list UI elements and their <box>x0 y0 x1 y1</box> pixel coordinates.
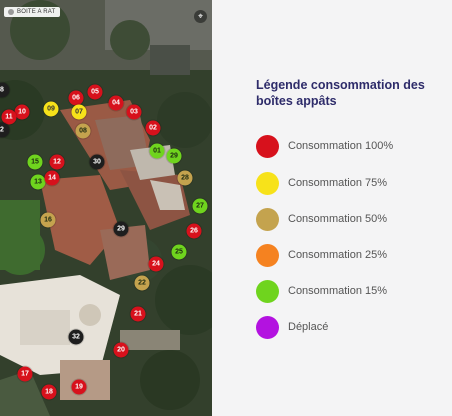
bait-box-marker[interactable]: 18 <box>41 384 57 400</box>
bait-box-marker[interactable]: 09 <box>43 101 59 117</box>
bait-box-marker[interactable]: 15 <box>27 154 43 170</box>
bait-box-marker[interactable]: 29 <box>166 148 182 164</box>
bait-box-marker[interactable]: 10 <box>14 104 30 120</box>
legend-item-label: Consommation 100% <box>288 140 394 152</box>
layer-dot-icon <box>8 9 14 15</box>
legend-item-100: Consommation 100% <box>256 134 393 158</box>
legend-item-50: Consommation 50% <box>256 207 387 231</box>
gold-dot-icon <box>256 207 279 231</box>
yellow-dot-icon <box>256 171 279 195</box>
bait-box-marker[interactable]: 06 <box>68 90 84 106</box>
legend-item-label: Déplacé <box>288 321 329 333</box>
bait-box-marker[interactable]: 26 <box>186 223 202 239</box>
bait-box-marker[interactable]: 25 <box>171 244 187 260</box>
bait-box-marker[interactable]: 29 <box>113 221 129 237</box>
legend-item-25: Consommation 25% <box>256 243 387 267</box>
legend-item-label: Consommation 50% <box>288 213 388 225</box>
aerial-imagery <box>0 0 212 416</box>
bait-box-marker[interactable]: 20 <box>113 342 129 358</box>
bait-box-marker[interactable]: 17 <box>17 366 33 382</box>
bait-box-marker[interactable]: 03 <box>126 104 142 120</box>
legend-item-label: Consommation 25% <box>288 249 388 261</box>
map-layer-badge[interactable]: BOITE A RAT <box>4 7 61 17</box>
green-dot-icon <box>256 279 279 303</box>
bait-box-marker[interactable]: 21 <box>130 306 146 322</box>
red-dot-icon <box>256 134 279 158</box>
bait-box-marker[interactable]: 27 <box>192 198 208 214</box>
legend-item-15: Consommation 15% <box>256 279 387 303</box>
bait-box-marker[interactable]: 22 <box>134 275 150 291</box>
bait-box-marker[interactable]: 24 <box>148 256 164 272</box>
bait-box-marker[interactable]: 8 <box>0 82 10 98</box>
bait-box-marker[interactable]: 04 <box>108 95 124 111</box>
bait-box-marker[interactable]: 02 <box>145 120 161 136</box>
bait-box-marker[interactable]: 05 <box>87 84 103 100</box>
bait-box-marker[interactable]: 30 <box>89 154 105 170</box>
satellite-map[interactable]: BOITE A RAT ⌖ 01 02 03 04 05 06 07 08 09 10 11 12 13… <box>0 0 212 416</box>
legend-title: Légende consommation des boîtes appâts <box>256 78 425 108</box>
bait-box-marker[interactable]: 01 <box>149 143 165 159</box>
bait-box-marker[interactable]: 28 <box>177 170 193 186</box>
bait-box-marker[interactable]: 19 <box>71 379 87 395</box>
legend-item-75: Consommation 75% <box>256 171 387 195</box>
bait-box-marker[interactable]: 16 <box>40 212 56 228</box>
bait-box-marker[interactable]: 2 <box>0 122 10 138</box>
bait-box-marker[interactable]: 07 <box>71 104 87 120</box>
legend-panel: Légende consommation des boîtes appâts C… <box>212 0 452 416</box>
legend-item-moved: Déplacé <box>256 315 328 339</box>
map-layer-label: BOITE A RAT <box>17 9 56 15</box>
bait-box-marker[interactable]: 12 <box>49 154 65 170</box>
orange-dot-icon <box>256 243 279 267</box>
bait-box-marker[interactable]: 13 <box>30 174 46 190</box>
bait-box-marker[interactable]: 08 <box>75 123 91 139</box>
compass-icon[interactable]: ⌖ <box>194 10 207 23</box>
bait-box-marker[interactable]: 32 <box>68 329 84 345</box>
bait-box-marker[interactable]: 14 <box>44 170 60 186</box>
legend-item-label: Consommation 75% <box>288 177 388 189</box>
bait-box-marker[interactable]: 11 <box>1 109 17 125</box>
purple-dot-icon <box>256 315 279 339</box>
legend-item-label: Consommation 15% <box>288 285 388 297</box>
